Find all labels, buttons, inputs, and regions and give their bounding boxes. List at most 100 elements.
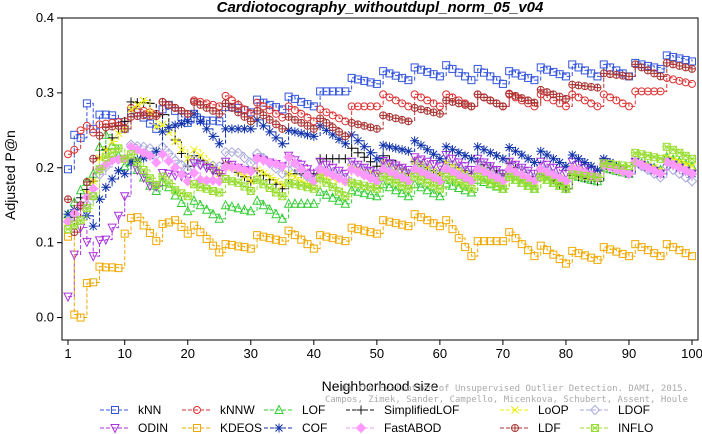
data-point-cof [391,143,401,153]
data-point-knn [284,92,293,101]
data-point-kdeos [284,226,293,235]
data-point-ldf [209,107,217,115]
data-point-fastabod [226,161,238,173]
data-point-knn [64,165,72,174]
data-point-lof [397,187,407,198]
data-point-ldf [512,92,520,100]
data-point-ldf [203,104,211,112]
data-point-ldf [631,60,639,68]
data-point-simplifiedlof [353,148,363,158]
data-point-inflo [227,177,236,186]
series-line-kdeos [68,213,693,319]
data-point-cof [221,124,231,134]
data-point-knnw [328,111,337,120]
data-point-ldf [398,116,406,124]
data-point-kdeos [517,240,526,249]
data-point-ldof [680,172,691,183]
data-point-odin [523,166,533,177]
data-point-kdeos [171,216,180,225]
data-point-ldf [404,117,413,126]
data-point-lof [428,187,439,198]
data-point-knn [341,87,350,96]
data-point-lof [245,205,256,216]
data-point-ldf [423,107,431,115]
data-point-lof [327,192,338,202]
data-point-kdeos [347,223,356,232]
data-point-ldf [108,123,116,131]
data-point-kdeos [139,221,148,230]
data-point-cof [542,150,552,160]
data-point-odin [416,155,426,166]
data-point-ldf [650,69,658,77]
data-point-inflo [133,158,142,167]
x-tick-label: 90 [622,346,636,361]
data-point-ldf [322,118,331,127]
data-point-ldf [372,124,381,133]
data-point-odin [208,166,218,177]
data-point-ldf [108,122,117,131]
data-point-ldf [316,114,324,122]
data-point-knnw [272,109,280,118]
data-point-inflo [127,150,136,159]
data-point-odin [309,169,319,180]
data-point-kdeos [681,249,690,258]
x-tick-label: 80 [559,346,573,361]
data-point-knn [549,67,558,76]
data-point-knn [278,105,287,114]
data-point-ldf [82,177,91,186]
data-point-ldf [669,60,677,68]
data-point-knn [435,72,444,81]
data-point-kdeos [303,240,312,249]
data-point-ldf [215,109,224,118]
data-point-ldf [600,69,608,77]
data-point-loop [108,137,116,146]
data-point-ldf [486,96,495,105]
data-point-inflo [278,192,287,201]
data-point-knn [568,60,577,69]
data-point-ldf [208,106,217,115]
data-point-ldf [83,178,91,186]
data-point-ldf [259,111,267,119]
data-point-kdeos [202,234,211,243]
data-point-ldf [114,121,123,130]
data-point-odin [365,166,376,177]
data-point-kdeos [114,264,123,273]
data-point-knnw [70,145,79,154]
data-point-knnw [303,113,312,122]
data-point-ldf [556,93,564,101]
data-point-ldof [214,161,225,172]
data-point-odin [422,157,433,168]
x-tick-label: 1 [64,346,71,361]
data-point-cof [227,124,237,134]
legend-label-simplifiedlof: SimplifiedLOF [384,403,459,417]
data-point-odin [372,169,382,180]
data-point-ldf [265,115,274,124]
data-point-odin [321,160,332,171]
data-point-kdeos [183,229,192,238]
data-point-knnw [593,102,602,111]
data-point-knnw [624,102,633,111]
data-point-kdeos [272,235,280,244]
data-point-knn [555,70,564,79]
data-point-inflo [95,165,104,174]
data-point-ldof [176,159,187,170]
data-point-fastabod [302,170,313,181]
legend-item-ldf: LDF [500,421,561,434]
data-point-cof [139,153,149,163]
data-point-knnw [76,126,85,135]
data-point-ldf [177,106,186,115]
data-point-lof [258,199,269,210]
data-point-odin [409,153,420,163]
data-point-cof [303,130,313,140]
data-point-kdeos [580,251,589,260]
legend-label-lof: LOF [302,403,325,417]
data-point-ldf [215,110,223,118]
data-point-ldf [619,72,627,80]
data-point-knn [70,130,79,139]
data-point-ldf [675,62,683,70]
data-point-lof [271,208,281,219]
data-point-kdeos [221,240,230,249]
data-point-knn [536,63,545,72]
data-point-cof [353,136,363,146]
